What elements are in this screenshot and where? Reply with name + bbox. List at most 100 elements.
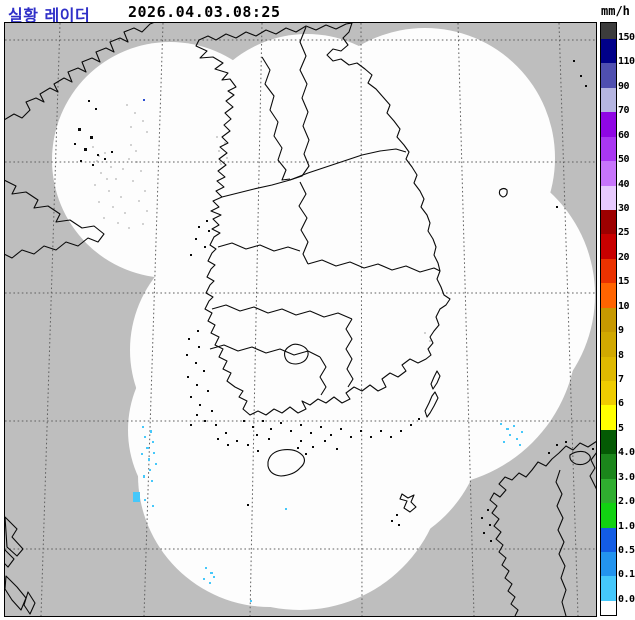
clutter-cell — [130, 126, 132, 128]
clutter-cell — [142, 223, 144, 225]
clutter-cell — [106, 178, 108, 180]
legend-segment — [601, 161, 616, 187]
legend-segment — [601, 429, 616, 455]
legend-segment — [601, 234, 616, 260]
precip-cell — [148, 458, 150, 461]
precip-cell — [506, 428, 509, 430]
legend-label: 7 — [618, 374, 624, 386]
tsushima-islands — [424, 370, 441, 418]
precip-cell — [144, 436, 146, 438]
clutter-cell — [120, 196, 122, 198]
precip-cell — [146, 447, 149, 449]
clutter-cell — [92, 146, 94, 148]
precip-cell — [142, 426, 144, 428]
legend-segment — [601, 454, 616, 480]
precipitation-echoes — [133, 99, 523, 602]
legend-label: 2.0 — [618, 496, 635, 508]
legend-segment — [601, 503, 616, 529]
legend-label: 5 — [618, 422, 624, 434]
page-title: 실황 레이더 — [8, 6, 91, 25]
clutter-cell — [146, 131, 148, 133]
legend-segment — [601, 283, 616, 309]
legend-segment — [601, 185, 616, 211]
legend-label: 60 — [618, 129, 630, 141]
legend-label: 4.0 — [618, 447, 635, 459]
precip-cell — [210, 572, 213, 574]
clutter-cell — [136, 161, 138, 163]
legend-segment — [601, 210, 616, 236]
legend-label: 20 — [618, 251, 630, 263]
precip-cell — [205, 567, 207, 569]
clutter-cell — [115, 178, 117, 180]
precip-cell — [519, 444, 521, 446]
legend-label: 9 — [618, 325, 624, 337]
legend-segment — [601, 258, 616, 284]
legend-label: 90 — [618, 80, 630, 92]
precip-cell — [509, 434, 511, 436]
jeju-island — [267, 449, 306, 477]
clutter-cell — [126, 104, 128, 106]
legend-label: 70 — [618, 105, 630, 117]
korea-coastline — [195, 23, 451, 416]
precip-cell — [149, 469, 151, 471]
legend-segment — [601, 136, 616, 162]
precip-cell — [513, 425, 515, 427]
legend-label: 6 — [618, 398, 624, 410]
legend-segment — [601, 332, 616, 358]
legend-label: 0.5 — [618, 545, 635, 557]
clutter-cell — [132, 180, 134, 182]
legend-unit-label: mm/h — [601, 4, 630, 18]
clutter-cell — [220, 163, 222, 165]
precip-cell — [521, 431, 523, 433]
legend-label: 0.1 — [618, 569, 635, 581]
legend-segment — [601, 307, 616, 333]
clutter-cell — [216, 136, 218, 138]
clutter-cell — [130, 144, 132, 146]
legend-segment — [601, 39, 616, 65]
precip-cell — [152, 441, 154, 443]
legend-segment — [601, 381, 616, 407]
clutter-cell — [224, 142, 226, 144]
precip-cell — [285, 508, 287, 510]
precip-cell — [203, 578, 205, 580]
precip-cell — [500, 423, 502, 425]
clutter-cell — [424, 332, 426, 334]
legend-label: 15 — [618, 276, 630, 288]
legend-segment — [601, 576, 616, 602]
legend-scale-labels: 150 110 90 70 60 50 40 30 25 20 15 10 9 8 7 6 5 4.0 3.0 2.0… — [618, 22, 635, 614]
legend-segment — [601, 405, 616, 431]
clutter-cell — [128, 158, 130, 160]
kyushu-coastline — [489, 441, 596, 616]
clutter-cell — [142, 120, 144, 122]
china-coastline — [5, 23, 154, 121]
clutter-cell — [104, 152, 106, 154]
legend-label: 10 — [618, 300, 630, 312]
precip-cell — [151, 480, 153, 482]
legend-segment — [601, 356, 616, 382]
legend-segment — [601, 63, 616, 89]
legend-label: 1.0 — [618, 520, 635, 532]
precip-cell — [250, 600, 252, 602]
clutter-cell — [135, 150, 137, 152]
legend-label: 0.0 — [618, 593, 635, 605]
precip-cell — [143, 475, 145, 478]
clutter-cell — [429, 340, 431, 342]
precip-cell — [503, 441, 505, 443]
clutter-cell — [98, 201, 100, 203]
small-islands — [74, 60, 594, 542]
legend-segment — [601, 600, 616, 613]
legend-label: 30 — [618, 203, 630, 214]
clutter-cell — [124, 212, 126, 214]
legend-color-bar — [600, 22, 617, 616]
clutter-cell — [96, 160, 98, 162]
legend-label: 25 — [618, 227, 630, 239]
legend-segment — [601, 552, 616, 578]
clutter-cell — [140, 170, 142, 172]
legend-segment — [601, 23, 616, 39]
clutter-cell — [94, 184, 96, 186]
legend-segment — [601, 478, 616, 504]
legend-label: 110 — [618, 56, 635, 68]
clutter-cell — [103, 217, 105, 219]
clutter-cell — [122, 168, 124, 170]
